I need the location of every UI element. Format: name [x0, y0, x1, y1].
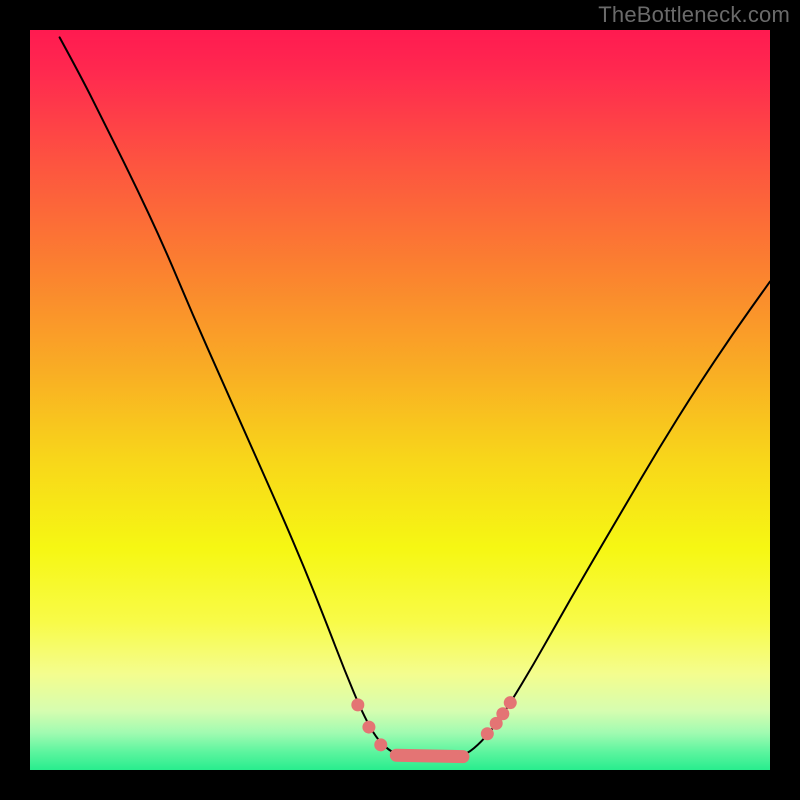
data-marker [374, 738, 387, 751]
chart-frame: TheBottleneck.com [0, 0, 800, 800]
optimal-range-bar [396, 755, 463, 756]
watermark-text: TheBottleneck.com [598, 2, 790, 28]
data-marker [481, 727, 494, 740]
data-marker [351, 698, 364, 711]
data-marker [496, 707, 509, 720]
data-marker [362, 721, 375, 734]
data-marker [504, 696, 517, 709]
bottleneck-chart [0, 0, 800, 800]
gradient-plot-area [30, 30, 770, 770]
